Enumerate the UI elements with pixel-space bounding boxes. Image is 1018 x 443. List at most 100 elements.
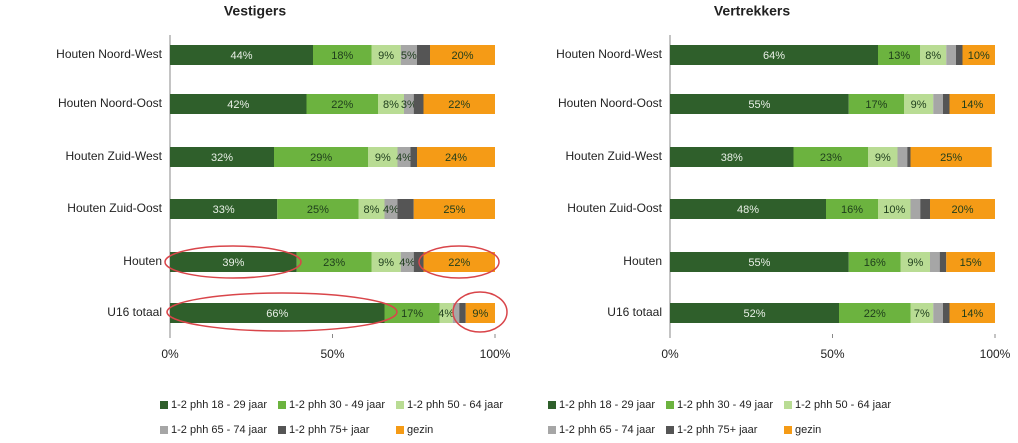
value-label: 9% [875, 152, 891, 164]
bar-segment [910, 303, 934, 323]
legend-swatch [278, 401, 286, 409]
bar-segment [313, 45, 372, 65]
bar-segment [910, 199, 921, 219]
bar-segment [670, 252, 849, 272]
bar-segment [920, 199, 930, 219]
bar-segment [946, 252, 995, 272]
legend-label: 1-2 phh 18 - 29 jaar [559, 399, 655, 411]
bar-segment [417, 147, 495, 167]
value-label: 14% [961, 308, 983, 320]
bar-segment [933, 94, 943, 114]
value-label: 39% [222, 257, 244, 269]
bar-segment [939, 252, 947, 272]
bar-segment [848, 252, 901, 272]
value-label: 8% [364, 204, 380, 216]
bar-segment [371, 45, 401, 65]
value-label: 42% [227, 99, 249, 111]
legend-swatch [548, 426, 556, 434]
value-label: 16% [864, 257, 886, 269]
value-label: 55% [748, 257, 770, 269]
value-label: 20% [951, 204, 973, 216]
bar-segment [459, 303, 466, 323]
value-label: 9% [378, 50, 394, 62]
bar-segment [358, 199, 385, 219]
bar-segment [368, 147, 398, 167]
value-label: 22% [331, 99, 353, 111]
bar-segment [306, 94, 378, 114]
legend-label: 1-2 phh 18 - 29 jaar [171, 399, 267, 411]
bar-segment [170, 45, 313, 65]
bar-segment [400, 252, 414, 272]
y-tick-label: Houten Noord-West [56, 47, 162, 61]
y-tick-label: Houten [123, 254, 162, 268]
x-tick-label: 0% [161, 347, 179, 361]
value-label: 13% [888, 50, 910, 62]
value-label: 66% [266, 308, 288, 320]
value-label: 9% [911, 99, 927, 111]
value-label: 24% [445, 152, 467, 164]
y-tick-label: Houten Noord-West [556, 47, 662, 61]
value-label: 10% [883, 204, 905, 216]
legend-label: 1-2 phh 65 - 74 jaar [559, 424, 655, 436]
value-label: 14% [961, 99, 983, 111]
value-label: 9% [472, 308, 488, 320]
bar-segment [839, 303, 911, 323]
x-tick-label: 100% [480, 347, 511, 361]
value-label: 7% [914, 308, 930, 320]
value-label: 22% [448, 99, 470, 111]
chart-title: Vertrekkers [714, 3, 791, 19]
legend-swatch [784, 401, 792, 409]
value-label: 4% [396, 152, 412, 164]
bar-segment [878, 199, 911, 219]
bar-segment [413, 94, 424, 114]
bar-segment [413, 199, 495, 219]
value-label: 8% [925, 50, 941, 62]
y-tick-label: Houten Zuid-Oost [567, 201, 662, 215]
bar-segment [920, 45, 947, 65]
bar-segment [384, 303, 440, 323]
bar-segment [378, 94, 404, 114]
bar-segment [439, 303, 453, 323]
legend-label: 1-2 phh 30 - 49 jaar [289, 399, 385, 411]
bar-segment [910, 147, 992, 167]
value-label: 4% [438, 308, 454, 320]
legend-label: 1-2 phh 50 - 64 jaar [795, 399, 891, 411]
legend-label: gezin [407, 424, 433, 436]
highlight [418, 245, 500, 279]
legend-swatch [396, 426, 404, 434]
value-label: 23% [820, 152, 842, 164]
value-label: 18% [331, 50, 353, 62]
bar-segment [170, 199, 278, 219]
bar-segment [452, 303, 460, 323]
value-label: 4% [383, 204, 399, 216]
bar-segment [933, 303, 943, 323]
legend-label: 1-2 phh 75+ jaar [289, 424, 370, 436]
legend-swatch [160, 401, 168, 409]
x-tick-label: 100% [980, 347, 1011, 361]
y-tick-label: Houten Zuid-Oost [67, 201, 162, 215]
chart-title: Vestigers [224, 3, 286, 19]
value-label: 4% [399, 257, 415, 269]
value-label: 38% [721, 152, 743, 164]
value-label: 44% [230, 50, 252, 62]
y-tick-label: U16 totaal [607, 305, 662, 319]
value-label: 9% [378, 257, 394, 269]
value-label: 32% [211, 152, 233, 164]
bar-segment [465, 303, 495, 323]
bar-segment [670, 45, 878, 65]
bar-segment [670, 199, 826, 219]
annotation-ellipses [164, 245, 508, 333]
value-label: 25% [443, 204, 465, 216]
bar-segment [848, 94, 904, 114]
legend-swatch [160, 426, 168, 434]
bar-segment [670, 94, 849, 114]
value-label: 22% [448, 257, 470, 269]
legend-label: 1-2 phh 65 - 74 jaar [171, 424, 267, 436]
bar-segment [949, 94, 995, 114]
bar-segment [949, 303, 995, 323]
bar-segment [397, 147, 411, 167]
bar-segment [404, 94, 414, 114]
value-label: 55% [748, 99, 770, 111]
value-label: 64% [763, 50, 785, 62]
bar-segment [897, 147, 908, 167]
